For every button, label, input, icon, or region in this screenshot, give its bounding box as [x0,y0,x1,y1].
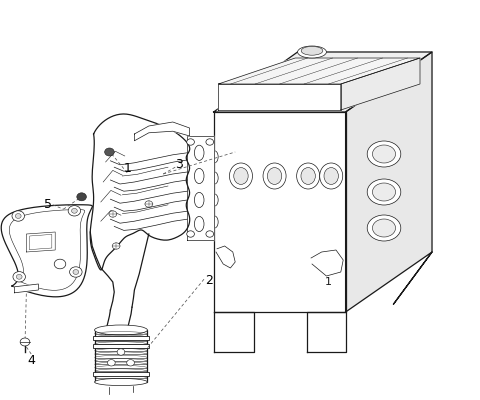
Polygon shape [214,312,254,352]
Circle shape [112,243,120,249]
Circle shape [206,231,214,237]
Ellipse shape [320,163,343,189]
Polygon shape [394,252,432,304]
Polygon shape [187,136,214,240]
Ellipse shape [367,179,401,205]
Circle shape [117,349,125,355]
Ellipse shape [211,172,218,184]
Ellipse shape [372,219,396,237]
Polygon shape [214,112,346,312]
Text: 2: 2 [205,274,213,286]
Polygon shape [341,58,420,110]
Circle shape [16,274,22,279]
Circle shape [145,201,153,207]
Polygon shape [9,205,87,286]
Polygon shape [90,114,190,270]
Ellipse shape [194,216,204,232]
Circle shape [54,259,66,269]
Text: 4: 4 [27,354,35,367]
Text: 3: 3 [175,158,183,170]
Ellipse shape [301,46,323,55]
Ellipse shape [234,168,248,184]
Ellipse shape [194,192,204,208]
Bar [95,330,147,382]
Circle shape [127,360,134,366]
Polygon shape [307,312,346,352]
Polygon shape [218,58,420,84]
Text: 1: 1 [123,162,131,174]
Circle shape [20,338,30,346]
Circle shape [72,208,77,213]
Ellipse shape [298,46,326,58]
Polygon shape [214,52,432,112]
Ellipse shape [95,378,147,386]
Circle shape [187,139,194,145]
Circle shape [70,267,82,277]
Ellipse shape [367,141,401,167]
Polygon shape [14,284,38,293]
Ellipse shape [229,163,252,189]
Bar [93,344,149,348]
Ellipse shape [211,216,218,228]
Circle shape [15,214,21,218]
Bar [93,336,149,340]
Circle shape [77,193,86,201]
Ellipse shape [301,168,315,184]
Ellipse shape [194,168,204,184]
Circle shape [12,211,24,221]
Circle shape [187,231,194,237]
Ellipse shape [211,194,218,206]
Circle shape [13,272,25,282]
Polygon shape [26,232,55,252]
Polygon shape [218,84,341,110]
Ellipse shape [372,145,396,163]
Circle shape [108,360,115,366]
Polygon shape [346,52,432,312]
Circle shape [68,206,81,216]
Ellipse shape [324,168,338,184]
Text: 5: 5 [44,198,52,210]
Ellipse shape [267,168,282,184]
Circle shape [109,211,117,217]
Text: 1: 1 [325,277,332,287]
Ellipse shape [263,163,286,189]
Bar [93,372,149,376]
Ellipse shape [194,145,204,160]
Ellipse shape [297,163,320,189]
Ellipse shape [372,183,396,201]
Circle shape [206,139,214,145]
Polygon shape [134,122,190,141]
Circle shape [73,270,79,274]
Circle shape [105,148,114,156]
Ellipse shape [95,325,147,335]
Ellipse shape [211,151,218,163]
Ellipse shape [367,215,401,241]
